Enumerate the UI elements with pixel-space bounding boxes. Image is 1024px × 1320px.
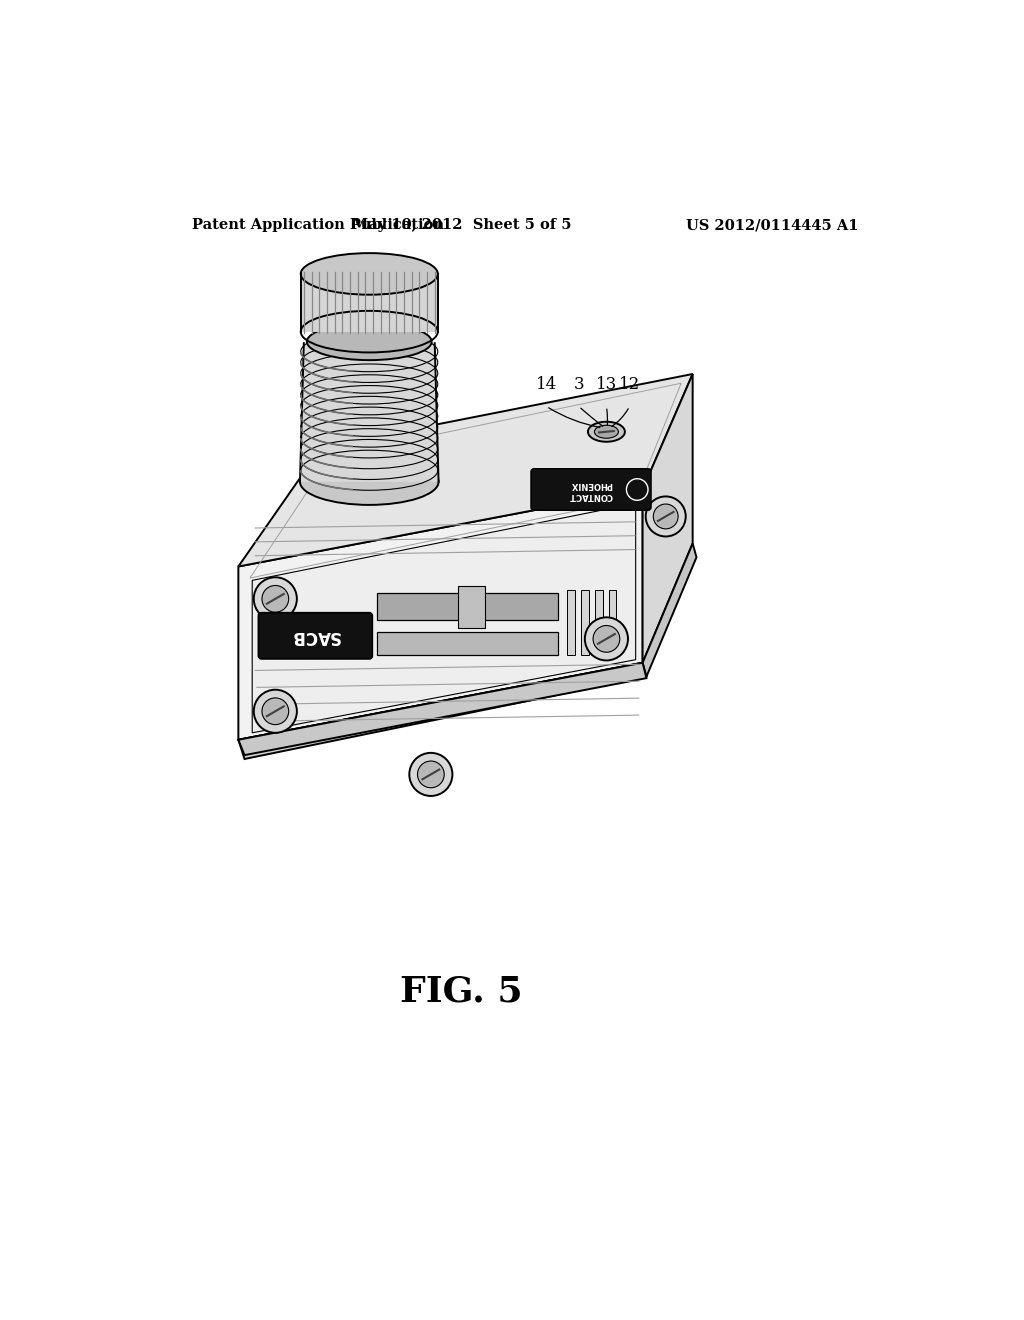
Polygon shape <box>595 590 602 655</box>
Ellipse shape <box>594 425 618 438</box>
Circle shape <box>262 698 289 725</box>
Circle shape <box>254 577 297 620</box>
Text: CONTACT: CONTACT <box>569 491 613 500</box>
Text: SACB: SACB <box>291 627 340 644</box>
Polygon shape <box>252 503 636 733</box>
Polygon shape <box>458 586 484 628</box>
Polygon shape <box>239 490 643 739</box>
Circle shape <box>254 689 297 733</box>
Polygon shape <box>608 590 616 655</box>
Text: 13: 13 <box>596 376 617 393</box>
Polygon shape <box>239 663 646 759</box>
Circle shape <box>593 626 620 652</box>
Polygon shape <box>643 374 692 663</box>
Polygon shape <box>377 632 558 655</box>
Text: US 2012/0114445 A1: US 2012/0114445 A1 <box>686 218 858 232</box>
Text: 14: 14 <box>536 376 557 393</box>
Text: FIG. 5: FIG. 5 <box>400 974 523 1008</box>
Text: 3: 3 <box>573 376 584 393</box>
Text: PHOENIX: PHOENIX <box>570 480 612 490</box>
Polygon shape <box>643 544 696 677</box>
Circle shape <box>585 618 628 660</box>
Text: Patent Application Publication: Patent Application Publication <box>193 218 444 232</box>
Circle shape <box>410 752 453 796</box>
Polygon shape <box>377 594 558 620</box>
Circle shape <box>646 496 686 536</box>
Circle shape <box>262 586 289 612</box>
Ellipse shape <box>588 422 625 442</box>
Polygon shape <box>567 590 574 655</box>
Circle shape <box>627 479 648 500</box>
Circle shape <box>418 762 444 788</box>
FancyBboxPatch shape <box>531 469 651 511</box>
Polygon shape <box>301 275 437 331</box>
Polygon shape <box>581 590 589 655</box>
Ellipse shape <box>301 253 438 294</box>
Text: May 10, 2012  Sheet 5 of 5: May 10, 2012 Sheet 5 of 5 <box>352 218 571 232</box>
Text: 12: 12 <box>618 376 640 393</box>
Polygon shape <box>300 343 438 482</box>
Ellipse shape <box>307 323 432 360</box>
Polygon shape <box>239 374 692 566</box>
Polygon shape <box>239 663 646 755</box>
Circle shape <box>653 504 678 529</box>
FancyBboxPatch shape <box>258 612 373 659</box>
Ellipse shape <box>300 458 438 506</box>
